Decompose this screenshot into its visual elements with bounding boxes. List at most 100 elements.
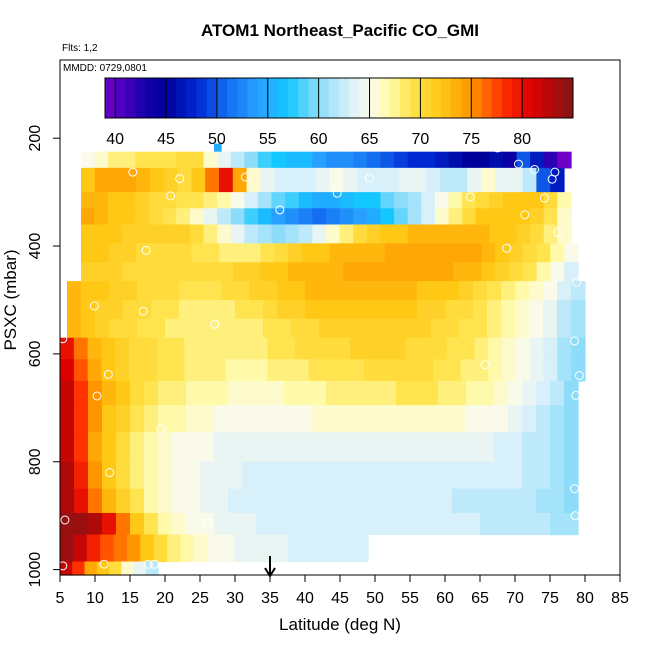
heatmap-cell bbox=[172, 432, 187, 463]
heatmap-cell bbox=[340, 512, 355, 536]
heatmap-cell bbox=[564, 243, 579, 263]
heatmap-cell bbox=[267, 337, 282, 360]
heatmap-cell bbox=[133, 561, 147, 576]
heatmap-cell bbox=[191, 262, 206, 282]
heatmap-cell bbox=[86, 534, 101, 563]
heatmap-cell bbox=[353, 151, 368, 169]
heatmap-cell bbox=[382, 461, 397, 490]
heatmap-cell bbox=[271, 151, 286, 169]
heatmap-cell bbox=[257, 224, 273, 244]
heatmap-cell bbox=[184, 359, 199, 382]
heatmap-cell bbox=[515, 318, 530, 339]
heatmap-cell bbox=[557, 151, 572, 169]
heatmap-cell bbox=[536, 488, 551, 514]
heatmap-cell bbox=[466, 405, 481, 433]
heatmap-cell bbox=[242, 512, 257, 536]
heatmap-cell bbox=[410, 488, 425, 514]
observation-marker bbox=[92, 391, 102, 401]
heatmap-cell bbox=[405, 337, 420, 360]
heatmap-cell bbox=[453, 243, 469, 263]
colorbar-segment bbox=[522, 78, 533, 118]
heatmap-cell bbox=[149, 192, 164, 209]
colorbar-segment bbox=[400, 78, 411, 118]
colorbar-segment bbox=[145, 78, 157, 118]
heatmap-cell bbox=[543, 299, 558, 320]
heatmap-cell bbox=[480, 461, 495, 490]
heatmap-cell bbox=[571, 359, 586, 382]
heatmap-cell bbox=[274, 167, 289, 193]
heatmap-cell bbox=[550, 243, 565, 263]
heatmap-cell bbox=[186, 512, 201, 536]
heatmap-cell bbox=[277, 281, 292, 301]
heatmap-cell bbox=[136, 262, 151, 282]
heatmap-cell bbox=[340, 405, 355, 433]
colorbar-segment bbox=[389, 78, 401, 118]
heatmap-cell bbox=[543, 224, 558, 244]
observation-marker bbox=[203, 518, 213, 528]
heatmap-cell bbox=[550, 488, 565, 514]
heatmap-cell bbox=[508, 380, 523, 406]
heatmap-cell bbox=[571, 299, 586, 320]
heatmap-cell bbox=[452, 512, 467, 536]
heatmap-cell bbox=[350, 337, 365, 360]
heatmap-cell bbox=[137, 318, 152, 339]
heatmap-cell bbox=[130, 380, 145, 406]
heatmap-cell bbox=[326, 461, 341, 490]
heatmap-cell bbox=[167, 534, 182, 563]
heatmap-cell bbox=[244, 192, 259, 209]
colorbar-segment bbox=[552, 78, 564, 118]
heatmap-cell bbox=[172, 461, 187, 490]
heatmap-cell bbox=[60, 488, 75, 514]
heatmap-cell bbox=[122, 243, 137, 263]
colorbar-segment bbox=[277, 78, 289, 118]
observation-marker bbox=[58, 561, 68, 571]
heatmap-cell bbox=[116, 512, 131, 536]
heatmap-cell bbox=[434, 192, 450, 209]
heatmap-cell bbox=[162, 224, 177, 244]
heatmap-cell bbox=[94, 208, 109, 226]
heatmap-cell bbox=[564, 488, 579, 514]
heatmap-cell bbox=[380, 224, 395, 244]
colorbar-segment bbox=[471, 78, 482, 118]
heatmap-cell bbox=[144, 405, 159, 433]
heatmap-cell bbox=[94, 224, 109, 244]
heatmap-cell bbox=[207, 281, 222, 301]
heatmap-cell bbox=[394, 151, 409, 169]
heatmap-cell bbox=[329, 262, 344, 282]
heatmap-cell bbox=[361, 281, 376, 301]
y-tick-label: 1000 bbox=[27, 552, 44, 588]
observation-marker bbox=[570, 336, 579, 346]
heatmap-cell bbox=[244, 151, 259, 169]
heatmap-cell bbox=[102, 488, 117, 514]
heatmap-cell bbox=[205, 167, 220, 193]
heatmap-cell bbox=[113, 534, 128, 563]
heatmap-cell bbox=[522, 488, 537, 514]
heatmap-cell bbox=[242, 405, 257, 433]
heatmap-cell bbox=[205, 243, 220, 263]
heatmap-cell bbox=[480, 488, 495, 514]
heatmap-cell bbox=[260, 167, 275, 193]
heatmap-cell bbox=[384, 243, 400, 263]
heatmap-cell bbox=[144, 380, 159, 406]
colorbar-segment bbox=[186, 78, 198, 118]
heatmap-cell bbox=[253, 359, 268, 382]
heatmap-cell bbox=[312, 512, 327, 536]
x-tick-label: 25 bbox=[191, 590, 209, 607]
heatmap-cell bbox=[142, 359, 158, 382]
heatmap-cell bbox=[396, 405, 411, 433]
heatmap-cell bbox=[150, 243, 165, 263]
heatmap-cell bbox=[543, 151, 558, 169]
heatmap-cell bbox=[179, 318, 194, 339]
heatmap-cell bbox=[487, 281, 502, 301]
colorbar-segment bbox=[115, 78, 126, 118]
heatmap-cell bbox=[522, 167, 537, 193]
heatmap-cell bbox=[391, 337, 406, 360]
heatmap-cell bbox=[448, 208, 463, 226]
heatmap-cell bbox=[394, 224, 409, 244]
heatmap-cell bbox=[368, 380, 383, 406]
colorbar-segment bbox=[410, 78, 421, 118]
heatmap-cell bbox=[144, 461, 159, 490]
x-tick-label: 55 bbox=[401, 590, 419, 607]
heatmap-cell bbox=[412, 262, 427, 282]
heatmap-cell bbox=[230, 192, 245, 209]
